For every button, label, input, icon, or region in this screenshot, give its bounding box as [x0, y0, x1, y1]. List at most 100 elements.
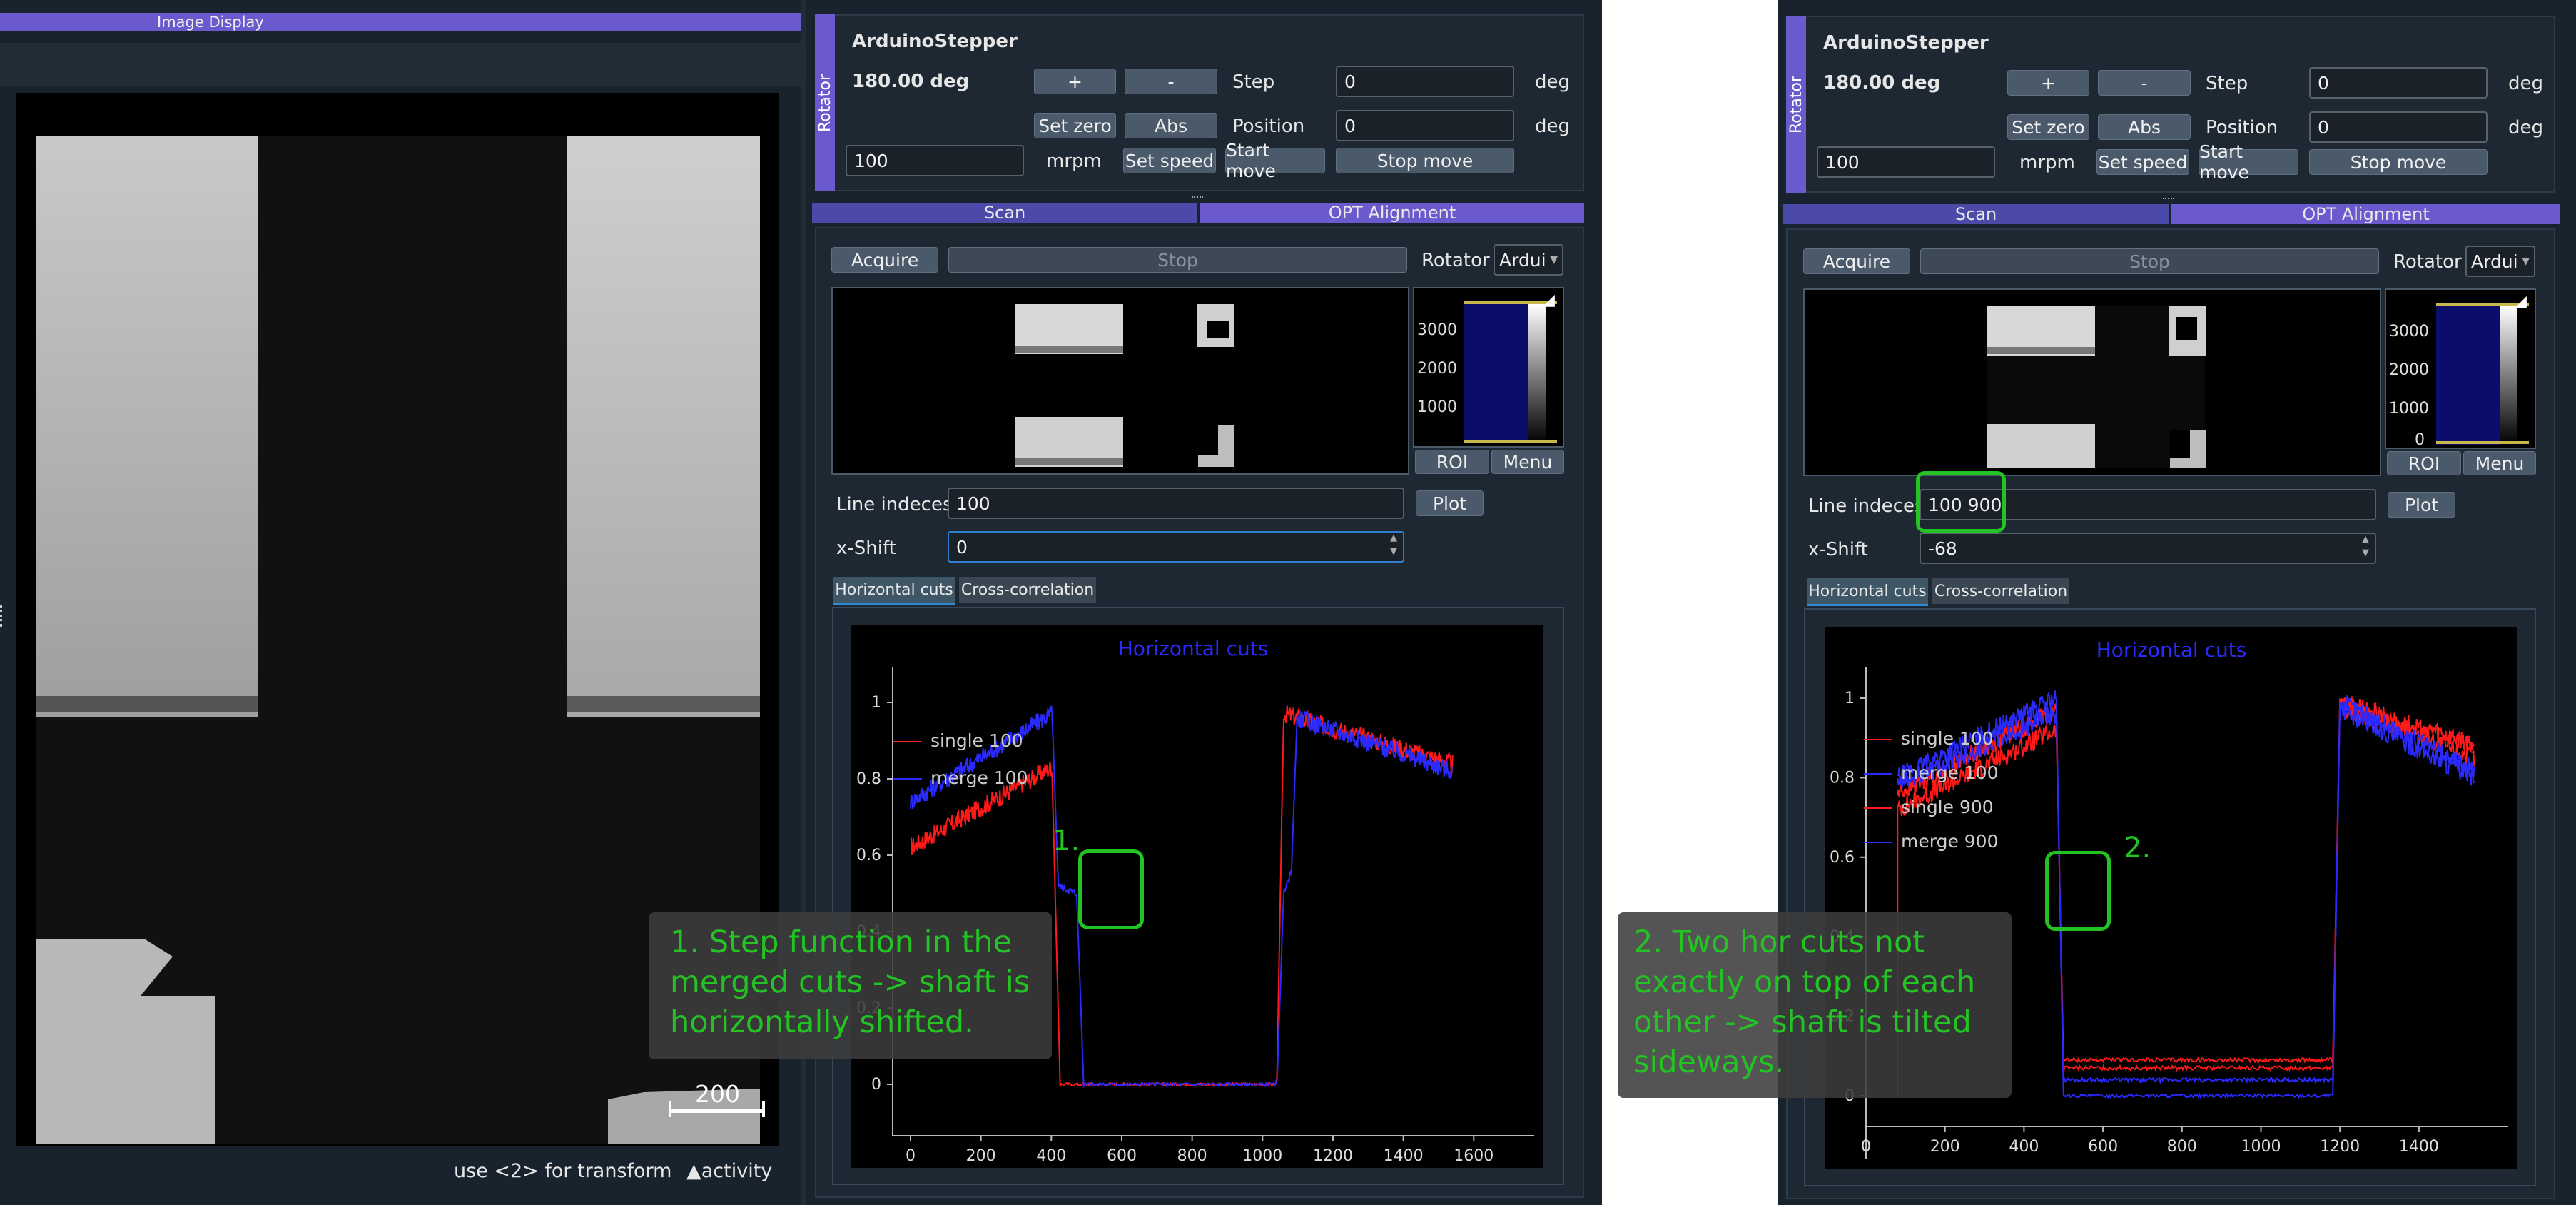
- menu-button[interactable]: Menu: [2463, 451, 2536, 475]
- hist-tick: 2000: [1417, 360, 1457, 378]
- plot-button[interactable]: Plot: [1416, 490, 1484, 516]
- line-indeces-input[interactable]: 100: [948, 488, 1404, 519]
- step-input[interactable]: 0: [1336, 66, 1514, 97]
- tab-scan[interactable]: Scan: [812, 203, 1197, 223]
- x-shift-label: x-Shift: [1808, 539, 1868, 560]
- position-input[interactable]: 0: [1336, 110, 1514, 141]
- tab-opt-alignment[interactable]: OPT Alignment: [1200, 203, 1584, 223]
- x-tick-label: 1000: [2241, 1138, 2281, 1156]
- horizontal-cuts-plot[interactable]: Horizontal cuts 10.80.60.40.20 020040060…: [1825, 627, 2517, 1169]
- x-tick-label: 1600: [1454, 1147, 1494, 1165]
- minus-button[interactable]: -: [1125, 69, 1217, 94]
- menu-button[interactable]: Menu: [1491, 450, 1564, 474]
- plus-button[interactable]: +: [1034, 69, 1116, 94]
- image-viewport[interactable]: 200: [16, 93, 779, 1146]
- histogram-handle-icon[interactable]: ◢: [1543, 291, 1555, 309]
- image-display-titlebar: Image Display: [0, 13, 801, 31]
- abs-button[interactable]: Abs: [2098, 114, 2191, 140]
- roi-button[interactable]: ROI: [2387, 451, 2461, 475]
- y-tick-label: 0.8: [856, 770, 881, 788]
- preview-image[interactable]: [1803, 288, 2381, 476]
- y-tick-label: 0: [871, 1076, 881, 1094]
- x-tick-label: 1400: [2399, 1138, 2439, 1156]
- histogram-level-top[interactable]: [1464, 301, 1557, 304]
- step-input[interactable]: 0: [2309, 67, 2488, 99]
- speed-input[interactable]: 100: [1817, 146, 1995, 178]
- rotator-select[interactable]: Ardui ▼: [2465, 246, 2535, 277]
- histogram-gradient: [2500, 306, 2517, 445]
- stop-move-button[interactable]: Stop move: [2309, 149, 2488, 175]
- horizontal-cuts-plot[interactable]: Horizontal cuts 10.80.60.40.20 020040060…: [851, 625, 1543, 1168]
- tab-horizontal-cuts[interactable]: Horizontal cuts: [833, 577, 955, 605]
- set-zero-button[interactable]: Set zero: [1034, 113, 1116, 138]
- speed-input[interactable]: 100: [846, 145, 1024, 176]
- spin-down-icon[interactable]: ▼: [2362, 548, 2369, 558]
- stop-button[interactable]: Stop: [1920, 248, 2379, 274]
- minus-button[interactable]: -: [2098, 70, 2191, 96]
- chevron-down-icon: ▼: [2522, 256, 2530, 267]
- histogram-handle-icon[interactable]: ◢: [2515, 293, 2527, 311]
- x-shift-spinbox[interactable]: 0: [948, 531, 1404, 563]
- plot-button[interactable]: Plot: [2388, 492, 2455, 518]
- x-tick-label: 0: [1861, 1138, 1871, 1156]
- set-speed-button[interactable]: Set speed: [2096, 149, 2189, 175]
- spin-down-icon[interactable]: ▼: [1390, 546, 1397, 557]
- histogram[interactable]: ◢ 3000 2000 1000: [1413, 287, 1564, 448]
- scale-bar-tick-left: [669, 1101, 671, 1117]
- stop-move-button[interactable]: Stop move: [1336, 148, 1514, 173]
- scale-bar-label: 200: [695, 1080, 740, 1108]
- x-shift-spinbox[interactable]: -68: [1920, 533, 2376, 564]
- acquire-button[interactable]: Acquire: [831, 247, 938, 273]
- rotator-side-tab-label: Rotator: [816, 74, 834, 132]
- position-input[interactable]: 0: [2309, 111, 2488, 143]
- rotator-select[interactable]: Ardui ▼: [1494, 244, 1563, 276]
- splitter-handle[interactable]: [1192, 196, 1203, 199]
- spin-up-icon[interactable]: ▲: [1390, 533, 1397, 543]
- line-indeces-input[interactable]: 100 900: [1920, 489, 2376, 520]
- splitter-handle[interactable]: [2163, 198, 2174, 201]
- set-zero-button[interactable]: Set zero: [2007, 114, 2089, 140]
- annotation-note-1-text: 1. Step function in the merged cuts -> s…: [670, 924, 1030, 1040]
- rotator-select-value: Ardui: [1499, 249, 1546, 271]
- start-move-button[interactable]: Start move: [1225, 140, 1325, 181]
- speed-unit: mrpm: [2019, 152, 2075, 173]
- control-panel-2: Rotator ArduinoStepper 180.00 deg + - St…: [1778, 0, 2576, 1205]
- side-grip-icon[interactable]: [0, 605, 4, 627]
- histogram-level-top[interactable]: [2436, 303, 2529, 306]
- scale-bar-tick-right: [762, 1101, 765, 1117]
- x-tick-label: 200: [1930, 1138, 1960, 1156]
- histogram-level-bottom[interactable]: [2436, 441, 2529, 444]
- rotator-side-tab-label: Rotator: [1787, 75, 1805, 133]
- chevron-down-icon: ▼: [1550, 254, 1558, 266]
- spin-up-icon[interactable]: ▲: [2362, 534, 2369, 545]
- tab-scan[interactable]: Scan: [1783, 204, 2169, 224]
- rotator-side-tab[interactable]: Rotator: [1786, 16, 1806, 193]
- histogram-gradient: [1528, 304, 1546, 443]
- histogram-level-bottom[interactable]: [1464, 440, 1557, 443]
- stop-button[interactable]: Stop: [948, 247, 1407, 273]
- tab-opt-alignment[interactable]: OPT Alignment: [2171, 204, 2560, 224]
- rotator-side-tab[interactable]: Rotator: [815, 14, 835, 191]
- x-tick-label: 1200: [2320, 1138, 2360, 1156]
- acquire-button[interactable]: Acquire: [1803, 248, 1910, 274]
- annotation-highlight-2: [2045, 851, 2111, 931]
- preview-image[interactable]: [831, 287, 1409, 475]
- plus-button[interactable]: +: [2007, 70, 2089, 96]
- rotator-label: Rotator: [1421, 250, 1490, 271]
- set-speed-button[interactable]: Set speed: [1123, 148, 1216, 173]
- legend-label: merge 100: [930, 767, 1028, 788]
- tab-horizontal-cuts[interactable]: Horizontal cuts: [1807, 578, 1928, 606]
- tab-cross-correlation[interactable]: Cross-correlation: [1932, 578, 2069, 604]
- histogram[interactable]: ◢ 3000 2000 1000 0: [2385, 288, 2536, 449]
- roi-button[interactable]: ROI: [1415, 450, 1489, 474]
- activity-toggle[interactable]: ▲activity: [686, 1160, 772, 1182]
- series-line: [1897, 690, 2475, 1099]
- start-move-button[interactable]: Start move: [2199, 141, 2298, 183]
- scale-bar: [669, 1109, 765, 1113]
- annotation-note-1: 1. Step function in the merged cuts -> s…: [649, 912, 1052, 1059]
- tab-cross-correlation[interactable]: Cross-correlation: [959, 577, 1096, 602]
- abs-button[interactable]: Abs: [1125, 113, 1217, 138]
- plot-series: [1897, 690, 2475, 1099]
- window-divider[interactable]: [801, 0, 806, 1205]
- annotation-note-2-text: 2. Two hor cuts not exactly on top of ea…: [1633, 924, 1976, 1080]
